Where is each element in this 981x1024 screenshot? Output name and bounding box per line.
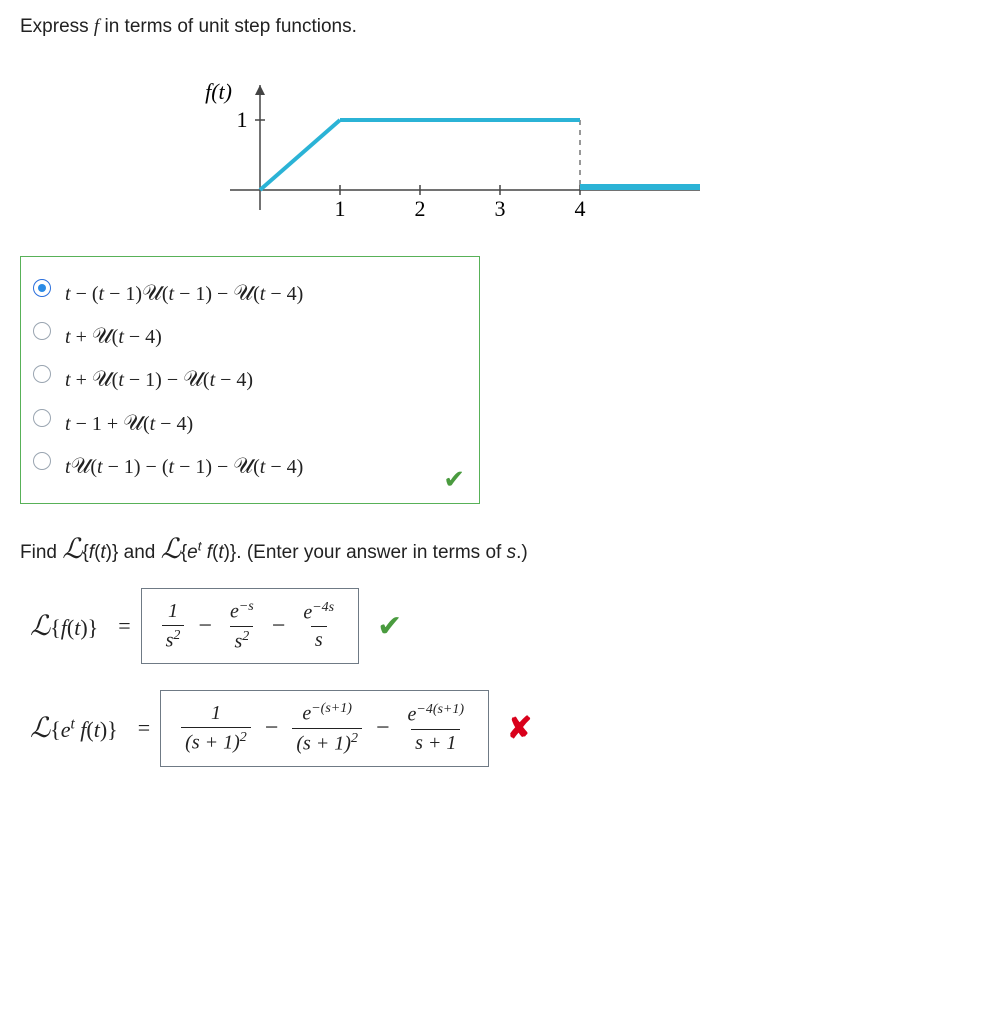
answer2-box[interactable]: 1(s + 1)2−e−(s+1)(s + 1)2−e−4(s+1)s + 1 — [160, 690, 489, 766]
svg-text:4: 4 — [575, 196, 586, 221]
minus-sign: − — [376, 715, 390, 742]
radio-2[interactable] — [33, 365, 51, 383]
radio-4[interactable] — [33, 452, 51, 470]
option-label-3: t − 1 + 𝒰(t − 4) — [65, 405, 193, 440]
option-row-0[interactable]: t − (t − 1)𝒰(t − 1) − 𝒰(t − 4) — [33, 275, 467, 310]
option-label-2: t + 𝒰(t − 1) − 𝒰(t − 4) — [65, 361, 253, 396]
find-instruction: Find ℒ{f(t)} and ℒ{et f(t)}. (Enter your… — [20, 532, 961, 566]
svg-text:1: 1 — [237, 107, 248, 132]
minus-sign: − — [198, 613, 212, 640]
svg-text:3: 3 — [495, 196, 506, 221]
answer2-label: ℒ{et f(t)} — [30, 711, 118, 745]
answer1-box[interactable]: 1s2−e−ss2−e−4ss — [141, 588, 359, 664]
minus-sign: − — [272, 613, 286, 640]
answer1-label: ℒ{f(t)} — [30, 609, 98, 643]
options-box: t − (t − 1)𝒰(t − 1) − 𝒰(t − 4) t + 𝒰(t − … — [20, 256, 480, 504]
feedback-icon-1: ✔ — [377, 609, 402, 644]
fraction: 1(s + 1)2 — [181, 702, 251, 755]
option-label-1: t + 𝒰(t − 4) — [65, 318, 162, 353]
option-row-1[interactable]: t + 𝒰(t − 4) — [33, 318, 467, 353]
question-prompt: Express f in terms of unit step function… — [20, 16, 961, 38]
option-row-2[interactable]: t + 𝒰(t − 1) − 𝒰(t − 4) — [33, 361, 467, 396]
graph-svg: 12341f(t)t — [200, 50, 700, 230]
piecewise-graph: 12341f(t)t — [200, 50, 961, 236]
svg-text:f(t): f(t) — [205, 79, 232, 104]
check-icon: ✔ — [443, 465, 465, 495]
answer-row-1: ℒ{f(t)} = 1s2−e−ss2−e−4ss ✔ — [30, 588, 961, 664]
fraction: 1s2 — [162, 600, 185, 653]
fraction: e−(s+1)(s + 1)2 — [292, 701, 362, 755]
radio-3[interactable] — [33, 409, 51, 427]
fraction: e−4(s+1)s + 1 — [403, 702, 468, 755]
answer-row-2: ℒ{et f(t)} = 1(s + 1)2−e−(s+1)(s + 1)2−e… — [30, 690, 961, 766]
fraction: e−4ss — [299, 600, 338, 653]
svg-text:2: 2 — [415, 196, 426, 221]
equals-sign: = — [118, 613, 130, 639]
svg-text:1: 1 — [335, 196, 346, 221]
option-label-0: t − (t − 1)𝒰(t − 1) − 𝒰(t − 4) — [65, 275, 303, 310]
radio-1[interactable] — [33, 322, 51, 340]
option-row-4[interactable]: t𝒰(t − 1) − (t − 1) − 𝒰(t − 4) — [33, 448, 467, 483]
minus-sign: − — [265, 715, 279, 742]
equals-sign: = — [138, 715, 150, 741]
option-label-4: t𝒰(t − 1) − (t − 1) − 𝒰(t − 4) — [65, 448, 303, 483]
fraction: e−ss2 — [226, 599, 258, 653]
option-row-3[interactable]: t − 1 + 𝒰(t − 4) — [33, 405, 467, 440]
feedback-icon-2: ✘ — [507, 711, 532, 746]
radio-0[interactable] — [33, 279, 51, 297]
